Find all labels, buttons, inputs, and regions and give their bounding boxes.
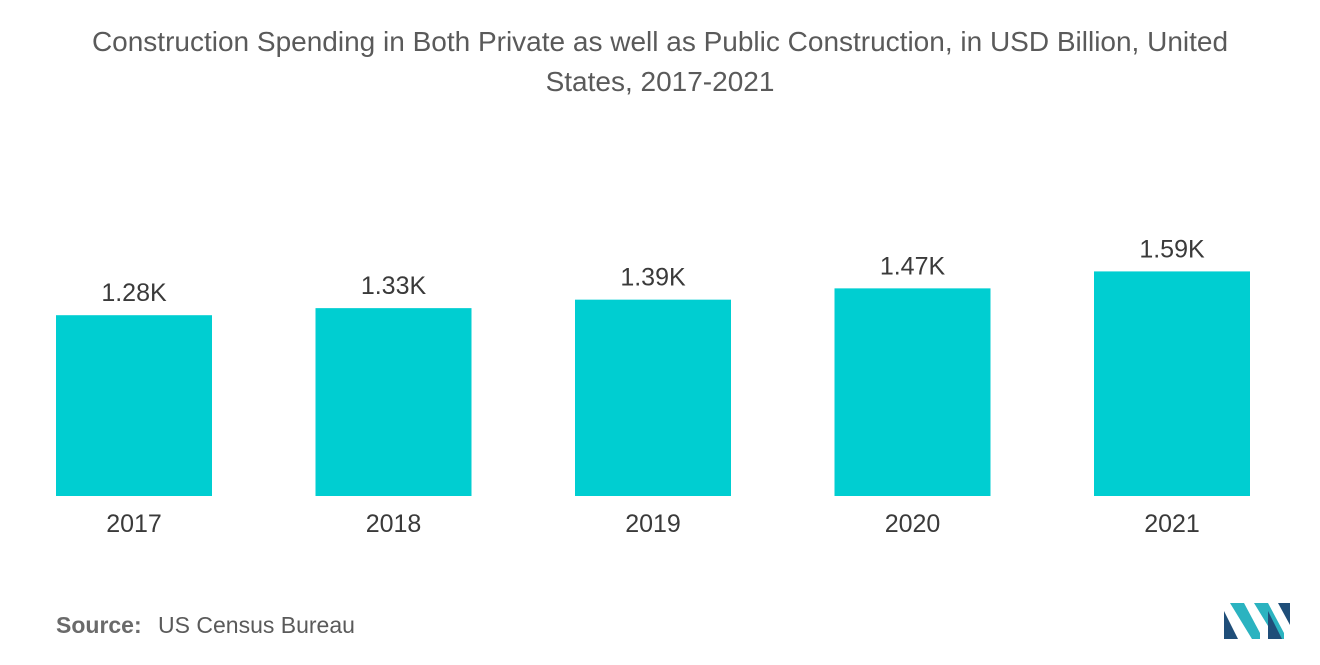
value-label-2021: 1.59K [1139, 235, 1205, 263]
value-label-2018: 1.33K [361, 272, 427, 300]
logo-shape-2 [1230, 603, 1260, 639]
logo-shape-4 [1268, 611, 1282, 639]
logo-shape-1 [1224, 611, 1238, 639]
category-label-2021: 2021 [1144, 510, 1200, 538]
category-label-2019: 2019 [625, 510, 681, 538]
category-label-2017: 2017 [106, 510, 162, 538]
chart-title-line-2: States, 2017-2021 [545, 66, 775, 97]
category-label-2020: 2020 [885, 510, 941, 538]
source-text: US Census Bureau [158, 612, 355, 638]
source-note: Source: US Census Bureau [56, 612, 355, 639]
bars-group [56, 271, 1250, 496]
chart-title: Construction Spending in Both Private as… [0, 22, 1320, 102]
value-label-2019: 1.39K [620, 264, 686, 292]
chart-title-line-1: Construction Spending in Both Private as… [91, 26, 1229, 57]
bar-2017 [56, 315, 212, 496]
value-labels-group: 1.28K 1.33K 1.39K 1.47K 1.59K [101, 235, 1205, 307]
category-label-2018: 2018 [366, 510, 422, 538]
source-label: Source: [56, 612, 142, 638]
bar-2019 [575, 299, 731, 496]
category-labels-group: 2017 2018 2019 2020 2021 [106, 510, 1200, 538]
mordor-logo-icon [1224, 603, 1290, 639]
logo-shape-5 [1278, 603, 1290, 625]
value-label-2020: 1.47K [880, 252, 946, 280]
bar-2018 [315, 308, 472, 496]
bar-2020 [834, 288, 991, 496]
value-label-2017: 1.28K [101, 279, 167, 307]
bar-2021 [1094, 271, 1250, 496]
